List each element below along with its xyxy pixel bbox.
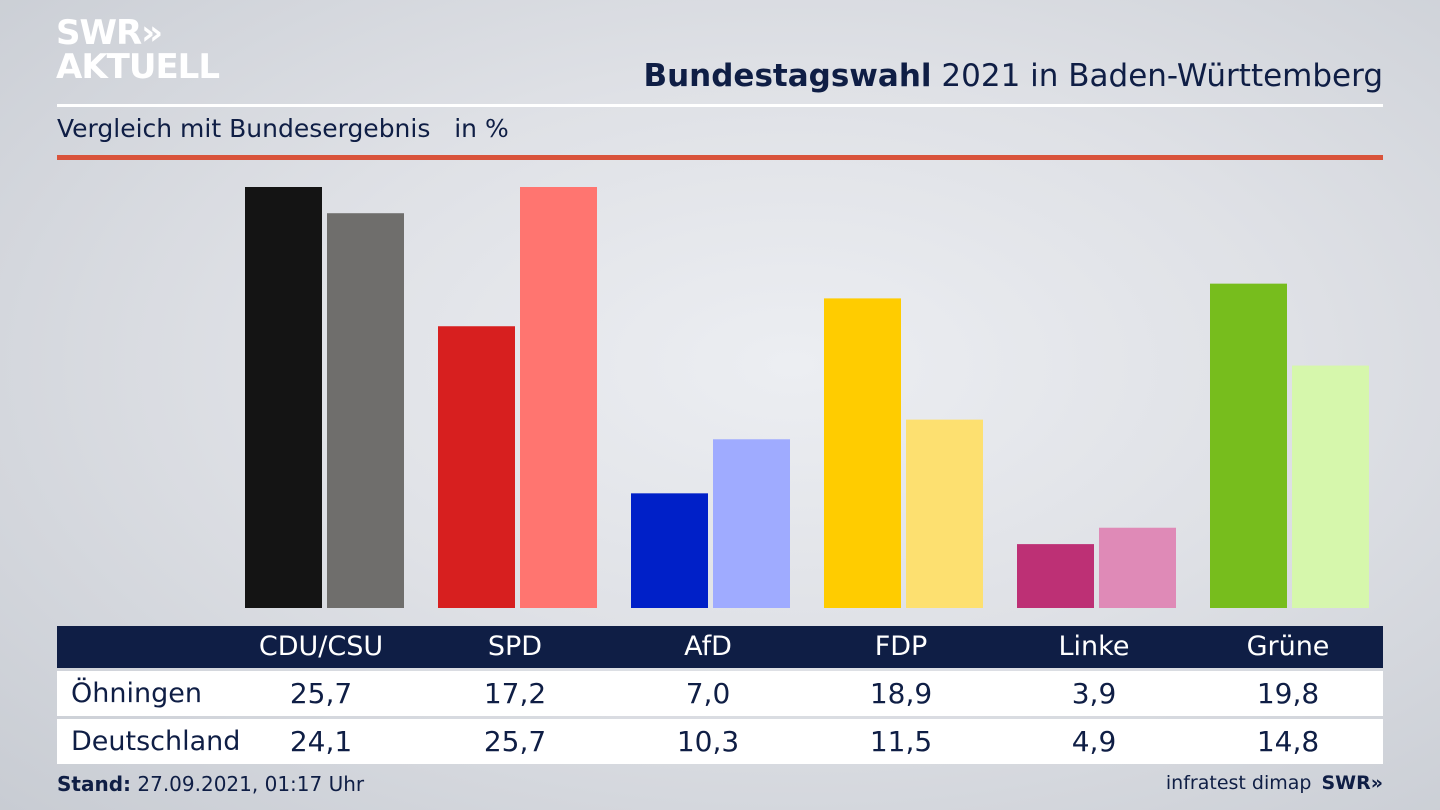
value-cell: 10,3	[676, 725, 740, 758]
timestamp: Stand: 27.09.2021, 01:17 Uhr	[57, 772, 364, 796]
source: infratest dimap SWR»	[1166, 772, 1383, 794]
chart-subtitle: Vergleich mit Bundesergebnis in %	[57, 114, 509, 143]
table-header: CDU/CSU SPD AfD FDP Linke Grüne	[57, 626, 1383, 668]
stand-value: 27.09.2021, 01:17 Uhr	[131, 772, 365, 796]
value-cell: 18,9	[869, 677, 933, 710]
column-header: AfD	[684, 631, 732, 662]
title-rest: 2021 in Baden-Württemberg	[931, 58, 1383, 94]
chart-title: Bundestagswahl 2021 in Baden-Württemberg	[643, 58, 1383, 94]
column-header: Linke	[1058, 631, 1130, 662]
stand-label: Stand:	[57, 772, 132, 796]
bar-afd-national	[713, 439, 790, 608]
bar-spd-national	[520, 187, 597, 608]
value-cell: 4,9	[1071, 725, 1117, 758]
bar-fdp-local	[824, 298, 901, 608]
bar-linke-national	[1099, 527, 1176, 608]
title-bold: Bundestagswahl	[643, 58, 932, 94]
row-label: Deutschland	[71, 726, 241, 757]
value-cell: 24,1	[289, 725, 353, 758]
column-header: SPD	[487, 631, 543, 662]
column-header: Grüne	[1246, 631, 1330, 662]
accent-divider	[57, 155, 1383, 160]
value-cell: 14,8	[1256, 725, 1320, 758]
value-cell: 25,7	[289, 677, 353, 710]
bar-cducsu-local	[245, 187, 322, 608]
bar-linke-local	[1017, 544, 1094, 608]
value-cell: 7,0	[685, 677, 731, 710]
source-label: infratest dimap	[1165, 772, 1312, 794]
bar-spd-local	[438, 326, 515, 608]
swr-logo: SWR»	[1321, 772, 1383, 794]
bar-fdp-national	[906, 419, 983, 608]
value-cell: 19,8	[1256, 677, 1320, 710]
results-table: CDU/CSU SPD AfD FDP Linke Grüne Öhningen 25,7 1…	[57, 626, 1383, 764]
value-cell: 3,9	[1071, 677, 1117, 710]
bar-grne-local	[1210, 283, 1287, 608]
value-cell: 25,7	[483, 725, 547, 758]
bar-cducsu-national	[327, 213, 404, 608]
column-header: CDU/CSU	[258, 631, 384, 662]
table-row: Deutschland 24,1 25,7 10,3 11,5 4,9 14,8	[57, 719, 1383, 764]
column-header: FDP	[874, 631, 928, 662]
value-cell: 17,2	[483, 677, 547, 710]
bar-grne-national	[1292, 365, 1369, 608]
swr-aktuell-logo: SWR» AKTUELL	[56, 13, 220, 87]
value-cell: 11,5	[869, 725, 933, 758]
logo-line1: SWR»	[56, 13, 163, 53]
bar-afd-local	[631, 493, 708, 608]
logo-line2: AKTUELL	[56, 47, 220, 87]
row-label: Öhningen	[71, 678, 202, 709]
table-row: Öhningen 25,7 17,2 7,0 18,9 3,9 19,8	[57, 671, 1383, 716]
divider	[57, 104, 1383, 107]
